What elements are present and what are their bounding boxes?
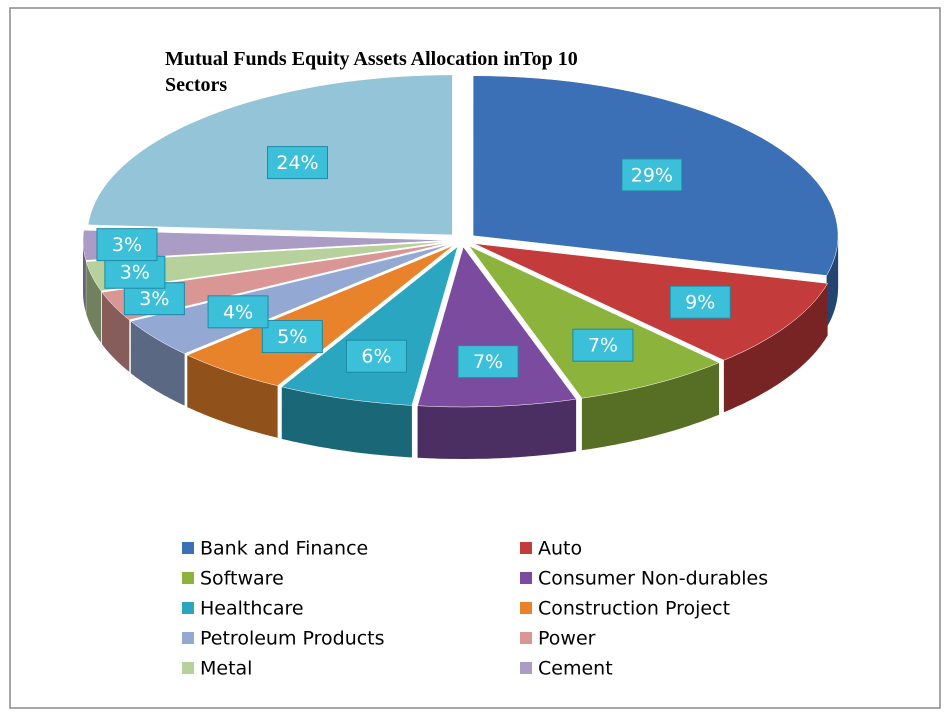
data-label-box xyxy=(267,146,329,180)
data-label: 6% xyxy=(361,346,391,368)
slice-side-shade xyxy=(723,283,828,413)
data-label: 7% xyxy=(588,335,618,357)
slice-side-shade xyxy=(581,362,719,451)
data-label-box xyxy=(621,158,683,192)
data-label-box xyxy=(261,320,323,354)
slice-side-shade xyxy=(130,321,185,406)
slice-side-shade xyxy=(417,399,577,459)
frame xyxy=(9,7,941,709)
slice-side xyxy=(723,283,828,413)
legend-swatch xyxy=(520,572,532,584)
data-label: 3% xyxy=(112,234,142,256)
slice-side-shade xyxy=(826,235,839,328)
data-label-box xyxy=(345,339,407,373)
legend-label: Power xyxy=(538,628,596,650)
slice-side xyxy=(417,399,577,459)
slice-side-shade xyxy=(281,386,412,458)
slice xyxy=(473,243,829,361)
legend-label: Cement xyxy=(538,658,613,680)
legend-swatch xyxy=(182,632,194,644)
slice xyxy=(101,242,450,321)
slice xyxy=(85,241,449,292)
legend-label: Metal xyxy=(200,658,252,680)
data-label-box xyxy=(104,255,166,289)
slice xyxy=(417,246,577,408)
data-label-box xyxy=(669,285,731,319)
legend-label: Bank and Finance xyxy=(200,538,368,560)
slice-side xyxy=(581,362,719,451)
legend-label: Consumer Non-durables xyxy=(538,568,768,590)
legend-label: Healthcare xyxy=(200,598,304,620)
slice-side-shade xyxy=(187,355,278,438)
legend-swatch xyxy=(182,662,194,674)
slice-side xyxy=(187,355,278,438)
slice-side-shade xyxy=(102,292,130,372)
slice-side xyxy=(102,292,130,372)
legend-swatch xyxy=(520,542,532,554)
slice-side xyxy=(826,235,839,328)
legend-swatch xyxy=(520,602,532,614)
data-label-box xyxy=(572,328,634,362)
legend-swatch xyxy=(182,572,194,584)
legend-label: Petroleum Products xyxy=(200,628,385,650)
slice xyxy=(82,229,449,261)
chart-title: Mutual Funds Equity Assets Allocation in… xyxy=(165,48,578,96)
slice-side xyxy=(281,386,412,458)
legend-label: Software xyxy=(200,568,284,590)
data-label: 5% xyxy=(277,326,307,348)
data-label: 24% xyxy=(276,152,318,174)
data-label: 4% xyxy=(223,301,253,323)
slice xyxy=(186,245,454,386)
slice xyxy=(468,245,720,399)
legend-swatch xyxy=(182,542,194,554)
legend-swatch xyxy=(520,632,532,644)
data-label-box xyxy=(457,345,519,379)
data-label: 7% xyxy=(473,351,503,373)
slice-side xyxy=(86,261,102,343)
pie-sides xyxy=(83,235,839,459)
legend-label: Auto xyxy=(538,538,582,560)
legend-swatch xyxy=(182,602,194,614)
slice-side-shade xyxy=(86,261,102,343)
data-label-box xyxy=(96,228,158,262)
data-label: 29% xyxy=(631,164,673,186)
slice xyxy=(281,245,459,406)
data-label-box xyxy=(207,295,269,329)
legend-label: Construction Project xyxy=(538,598,730,620)
data-label: 3% xyxy=(139,288,169,310)
legend-swatch xyxy=(520,662,532,674)
data-label: 3% xyxy=(120,262,150,284)
data-label: 9% xyxy=(685,292,715,314)
slice-side xyxy=(130,321,185,406)
